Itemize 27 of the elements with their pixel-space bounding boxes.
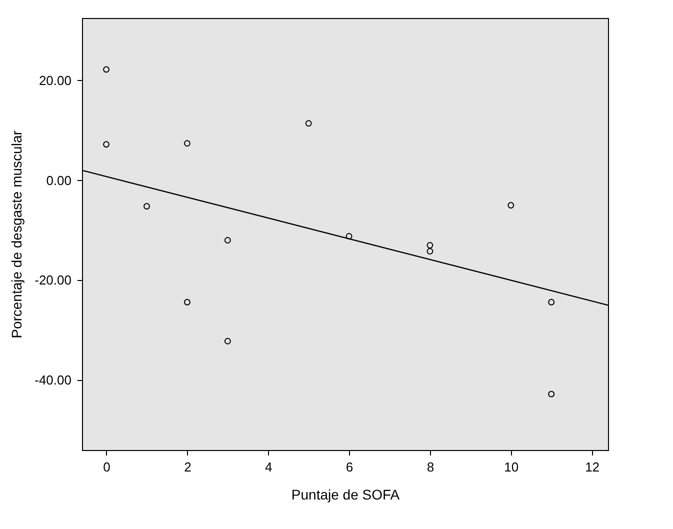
- point: [305, 120, 312, 127]
- x-tick-label: 12: [585, 460, 600, 474]
- point: [426, 248, 434, 254]
- x-tick-label: 8: [426, 460, 434, 474]
- point: [184, 298, 190, 306]
- point: [184, 140, 190, 147]
- x-tick-label: 2: [184, 460, 192, 474]
- point: [426, 242, 434, 248]
- y-axis-title: Porcentaje de desgaste muscular: [8, 130, 25, 338]
- point: [508, 202, 514, 209]
- x-tick-label: 0: [103, 460, 110, 474]
- x-tick-label: 6: [346, 460, 354, 474]
- x-tick-label: 4: [265, 460, 272, 474]
- point: [103, 66, 110, 73]
- point: [144, 203, 150, 210]
- point: [346, 233, 352, 240]
- point: [224, 338, 231, 344]
- x-axis-title: Puntaje de SOFA: [291, 486, 400, 502]
- y-tick-label: -40.00: [34, 372, 72, 388]
- point: [103, 141, 110, 148]
- y-tick-label: -20.00: [34, 272, 72, 288]
- point: [548, 390, 555, 398]
- point: [548, 298, 555, 306]
- point: [224, 237, 231, 244]
- y-tick-label: 20.00: [38, 72, 72, 88]
- x-tick-label: 10: [504, 460, 519, 474]
- y-tick-label: 0.00: [46, 172, 72, 188]
